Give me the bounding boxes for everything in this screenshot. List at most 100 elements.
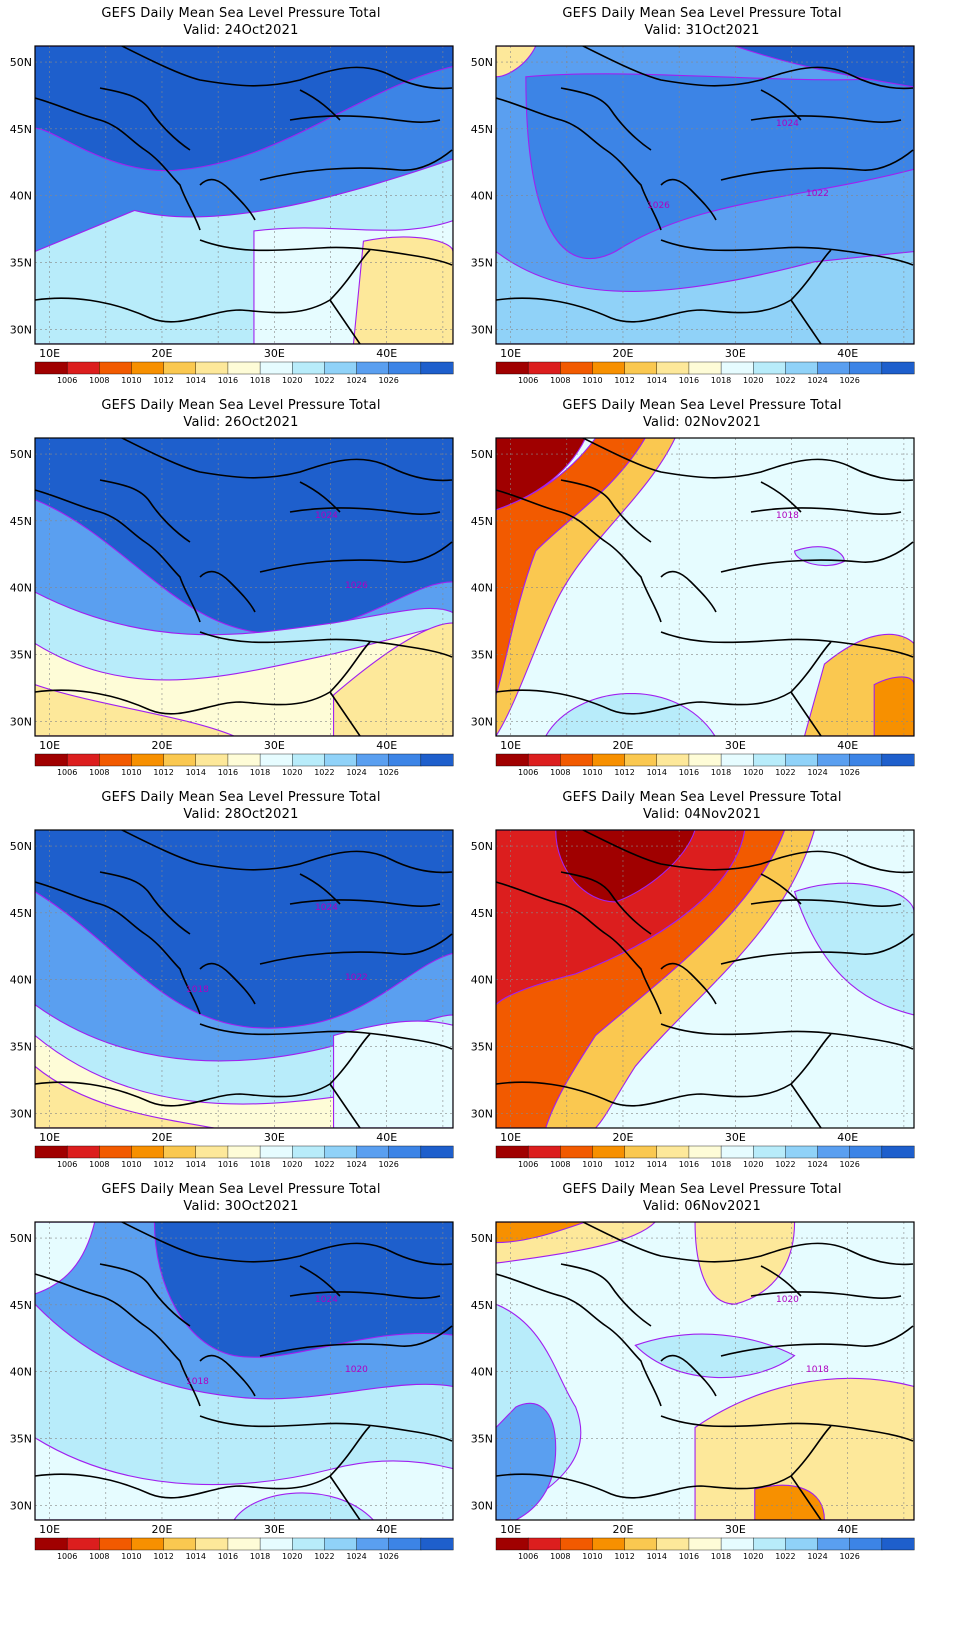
latitude-label: 50N bbox=[471, 1232, 493, 1245]
coastline bbox=[581, 830, 914, 874]
latitude-label: 30N bbox=[471, 323, 493, 336]
colorbar-tick-label: 1022 bbox=[775, 376, 795, 385]
latitude-label: 40N bbox=[10, 974, 32, 987]
coastline bbox=[99, 87, 191, 151]
colorbar-swatch bbox=[195, 1537, 229, 1551]
panel-valid-date: Valid: 26Oct2021 bbox=[183, 415, 299, 430]
colorbar-tick-label: 1006 bbox=[57, 376, 77, 385]
pressure-contour bbox=[545, 830, 816, 1128]
latitude-label: 45N bbox=[471, 515, 493, 528]
colorbar-tick-label: 1014 bbox=[647, 768, 667, 777]
coastline bbox=[35, 1081, 331, 1107]
colorbar-tick-label: 1020 bbox=[282, 768, 302, 777]
map-frame bbox=[495, 829, 915, 1129]
pressure-contour bbox=[35, 46, 453, 172]
colorbar-swatch bbox=[495, 361, 529, 375]
colorbar-swatch bbox=[324, 1537, 358, 1551]
colorbar-tick-label: 1026 bbox=[840, 376, 860, 385]
colorbar-swatch bbox=[527, 361, 561, 375]
colorbar-swatch bbox=[99, 361, 132, 375]
panel-valid-date: Valid: 30Oct2021 bbox=[183, 1199, 299, 1214]
colorbar-tick-label: 1026 bbox=[840, 768, 860, 777]
panel-valid-date: Valid: 24Oct2021 bbox=[183, 23, 299, 38]
longitude-label: 20E bbox=[612, 739, 633, 752]
coastline bbox=[790, 1425, 832, 1520]
contour-label: 1024 bbox=[315, 1295, 338, 1305]
contour-label: 1026 bbox=[345, 581, 368, 591]
colorbar-swatch bbox=[292, 361, 325, 375]
colorbar-swatch bbox=[34, 1145, 68, 1159]
colorbar-tick-label: 1010 bbox=[121, 1160, 141, 1169]
colorbar-tick-label: 1018 bbox=[250, 768, 270, 777]
latitude-label: 30N bbox=[471, 715, 493, 728]
coastline bbox=[35, 489, 201, 623]
longitude-label: 10E bbox=[39, 739, 60, 752]
colorbar-swatch bbox=[592, 1537, 626, 1551]
colorbar-swatch bbox=[495, 753, 529, 767]
colorbar-swatch bbox=[624, 1145, 658, 1159]
colorbar-tick-label: 1022 bbox=[314, 1552, 334, 1561]
colorbar-swatch bbox=[720, 753, 754, 767]
coastline bbox=[790, 1033, 832, 1128]
colorbar-swatch bbox=[881, 361, 915, 375]
colorbar-tick-label: 1018 bbox=[711, 1160, 731, 1169]
latitude-label: 30N bbox=[10, 1499, 32, 1512]
pressure-contour bbox=[233, 1492, 375, 1520]
coastline bbox=[720, 1325, 914, 1357]
coastline bbox=[35, 97, 201, 231]
coastline bbox=[581, 46, 914, 90]
colorbar-swatch bbox=[356, 1537, 390, 1551]
colorbar-tick-label: 1016 bbox=[679, 1160, 699, 1169]
pressure-map: 1024 1020 1018 50N 45N 40N 35N 30N 10E 20E 30E 40E 1… bbox=[10, 1221, 454, 1561]
coastline bbox=[199, 570, 256, 613]
longitude-label: 40E bbox=[837, 1523, 858, 1536]
colorbar-tick-label: 1012 bbox=[153, 1552, 173, 1561]
colorbar-tick-label: 1022 bbox=[314, 376, 334, 385]
longitude-label: 20E bbox=[151, 739, 172, 752]
colorbar-swatch bbox=[131, 1537, 165, 1551]
coastline bbox=[35, 1273, 201, 1407]
latitude-label: 30N bbox=[10, 715, 32, 728]
colorbar-swatch bbox=[227, 1145, 261, 1159]
colorbar-swatch bbox=[656, 361, 690, 375]
contour-label: 1022 bbox=[806, 189, 829, 199]
colorbar-swatch bbox=[195, 753, 229, 767]
colorbar-tick-label: 1010 bbox=[121, 1552, 141, 1561]
colorbar-tick-label: 1022 bbox=[314, 768, 334, 777]
colorbar-swatch bbox=[849, 1537, 883, 1551]
coastline bbox=[760, 1265, 802, 1297]
colorbar-swatch bbox=[560, 753, 593, 767]
coastline bbox=[259, 541, 453, 573]
coastline bbox=[660, 1415, 914, 1442]
colorbar-swatch bbox=[259, 1145, 293, 1159]
panel-title: GEFS Daily Mean Sea Level Pressure Total bbox=[562, 6, 842, 21]
colorbar-tick-label: 1006 bbox=[518, 768, 538, 777]
colorbar-tick-label: 1012 bbox=[153, 1160, 173, 1169]
colorbar-swatch bbox=[388, 1537, 422, 1551]
colorbar-swatch bbox=[163, 753, 197, 767]
colorbar-swatch bbox=[881, 1537, 915, 1551]
colorbar-tick-label: 1016 bbox=[679, 768, 699, 777]
longitude-label: 10E bbox=[500, 347, 521, 360]
coastline bbox=[560, 1263, 652, 1327]
pressure-contour bbox=[35, 1437, 453, 1520]
colorbar-swatch bbox=[656, 1537, 690, 1551]
pressure-contour bbox=[496, 1402, 557, 1520]
longitude-label: 20E bbox=[151, 347, 172, 360]
map-frame bbox=[34, 45, 454, 345]
colorbar-tick-label: 1018 bbox=[711, 1552, 731, 1561]
colorbar-tick-label: 1010 bbox=[582, 1160, 602, 1169]
colorbar-swatch bbox=[592, 1145, 626, 1159]
colorbar-tick-label: 1006 bbox=[57, 1160, 77, 1169]
longitude-label: 30E bbox=[725, 1523, 746, 1536]
panel-valid-date: Valid: 31Oct2021 bbox=[644, 23, 760, 38]
pressure-map: 1024 1022 1018 50N 45N 40N 35N 30N 10E 20E 30E 40E 1… bbox=[10, 829, 454, 1169]
contour-label: 1018 bbox=[186, 985, 209, 995]
colorbar-swatch bbox=[99, 1537, 132, 1551]
longitude-label: 10E bbox=[500, 1131, 521, 1144]
panel-valid-date: Valid: 02Nov2021 bbox=[642, 415, 762, 430]
latitude-label: 35N bbox=[471, 1432, 493, 1445]
coastline bbox=[120, 830, 453, 874]
colorbar-tick-label: 1010 bbox=[582, 768, 602, 777]
colorbar-tick-label: 1010 bbox=[121, 376, 141, 385]
